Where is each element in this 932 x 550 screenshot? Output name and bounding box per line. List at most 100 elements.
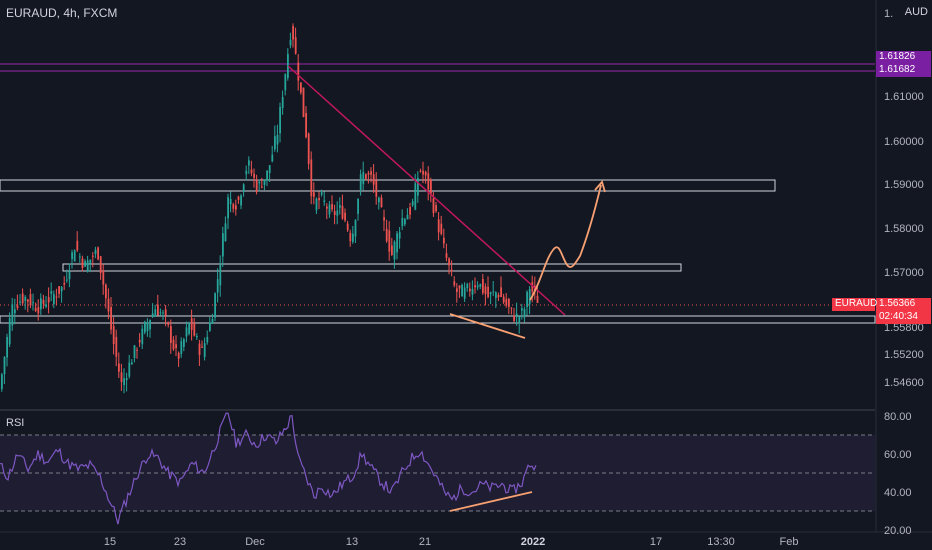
candle-body — [448, 258, 450, 266]
time-tick-label: Feb — [780, 536, 799, 548]
candle-body — [92, 255, 94, 257]
candle-body — [372, 174, 375, 185]
candle-body — [47, 297, 50, 303]
rsi-tick-label: 60.00 — [884, 449, 912, 461]
candle-body — [528, 289, 531, 305]
candle-body — [367, 172, 370, 175]
rsi-label[interactable]: RSI — [6, 417, 25, 429]
candle-body — [518, 316, 521, 324]
candle-body — [336, 210, 339, 216]
candle-body — [515, 313, 518, 316]
candle-body — [417, 177, 419, 196]
candle-body — [305, 113, 307, 138]
candle-body — [102, 270, 105, 285]
candle-body — [323, 200, 326, 202]
candle-body — [141, 328, 144, 345]
candle-body — [422, 170, 424, 175]
candle-body — [484, 286, 487, 295]
candle-body — [203, 343, 206, 357]
time-tick-label: 17 — [650, 536, 662, 548]
time-tick-label: 15 — [104, 536, 116, 548]
candle-body — [196, 336, 198, 338]
candle-body — [505, 298, 508, 306]
candle-body — [398, 231, 401, 239]
candle-body — [89, 259, 92, 264]
candle-body — [263, 179, 266, 185]
candle-body — [359, 174, 362, 190]
candle-body — [307, 133, 310, 164]
candle-body — [302, 87, 305, 117]
level-badge-upper: 1.61826 — [879, 51, 916, 62]
candle-body — [24, 296, 27, 301]
candle-body — [164, 309, 167, 316]
candle-body — [294, 37, 297, 54]
candle-body — [94, 249, 97, 255]
candle-body — [536, 295, 539, 303]
candle-body — [219, 264, 222, 286]
candle-body — [40, 298, 42, 310]
candle-body — [170, 326, 172, 343]
candle-body — [414, 183, 417, 210]
candle-body — [523, 309, 526, 318]
candle-body — [180, 341, 183, 355]
time-tick-label: 21 — [419, 536, 431, 548]
candle-body — [227, 197, 229, 219]
candle-body — [383, 217, 385, 221]
candle-body — [105, 284, 107, 299]
candle-body — [289, 39, 292, 46]
candle-body — [128, 362, 131, 377]
candle-body — [11, 304, 14, 326]
candle-body — [432, 198, 435, 214]
time-tick-label: Dec — [245, 536, 265, 548]
candle-body — [211, 319, 214, 324]
candle-body — [297, 62, 300, 81]
time-tick-label: 23 — [174, 536, 186, 548]
candle-body — [331, 204, 333, 210]
candle-body — [500, 287, 502, 298]
candle-body — [391, 245, 393, 255]
candle-body — [268, 165, 271, 174]
candle-body — [435, 205, 437, 212]
candle-body — [357, 199, 359, 214]
candle-body — [458, 285, 461, 289]
candle-body — [79, 256, 81, 258]
candle-body — [172, 339, 175, 350]
candle-body — [380, 197, 383, 208]
candle-body — [489, 292, 492, 295]
candle-body — [68, 271, 71, 280]
projection-drawing-path[interactable] — [529, 184, 602, 301]
candle-body — [284, 74, 287, 91]
rsi-divergence-line[interactable] — [449, 491, 533, 512]
candle-body — [110, 307, 112, 330]
currency-label[interactable]: AUD — [904, 6, 928, 18]
zone-box — [0, 315, 876, 324]
candle-body — [349, 232, 352, 242]
candle-body — [237, 196, 240, 200]
candle-body — [159, 312, 162, 314]
trendline[interactable] — [287, 65, 566, 316]
candle-body — [266, 170, 268, 181]
candle-body — [313, 192, 315, 197]
candle-body — [300, 82, 302, 93]
candle-body — [248, 160, 250, 166]
candle-body — [469, 288, 471, 292]
level-badge-upper-bg — [876, 51, 931, 64]
candle-body — [531, 282, 534, 292]
candle-body — [16, 305, 19, 309]
candle-body — [6, 336, 8, 358]
candle-body — [375, 180, 378, 197]
candle-body — [320, 192, 323, 195]
candle-body — [3, 357, 6, 374]
time-tick-label: 13 — [346, 536, 358, 548]
candle-body — [162, 312, 164, 314]
candle-body — [240, 195, 242, 206]
support-drawing-line[interactable] — [449, 313, 526, 339]
symbol-title[interactable]: EURAUD, 4h, FXCM — [6, 6, 118, 20]
candle-body — [479, 283, 482, 287]
candle-body — [466, 283, 469, 289]
candle-body — [411, 201, 414, 206]
candle-body — [281, 96, 284, 109]
level-badge-lower-bg — [876, 64, 931, 77]
price-tick-label-partial: 1. — [884, 8, 893, 20]
